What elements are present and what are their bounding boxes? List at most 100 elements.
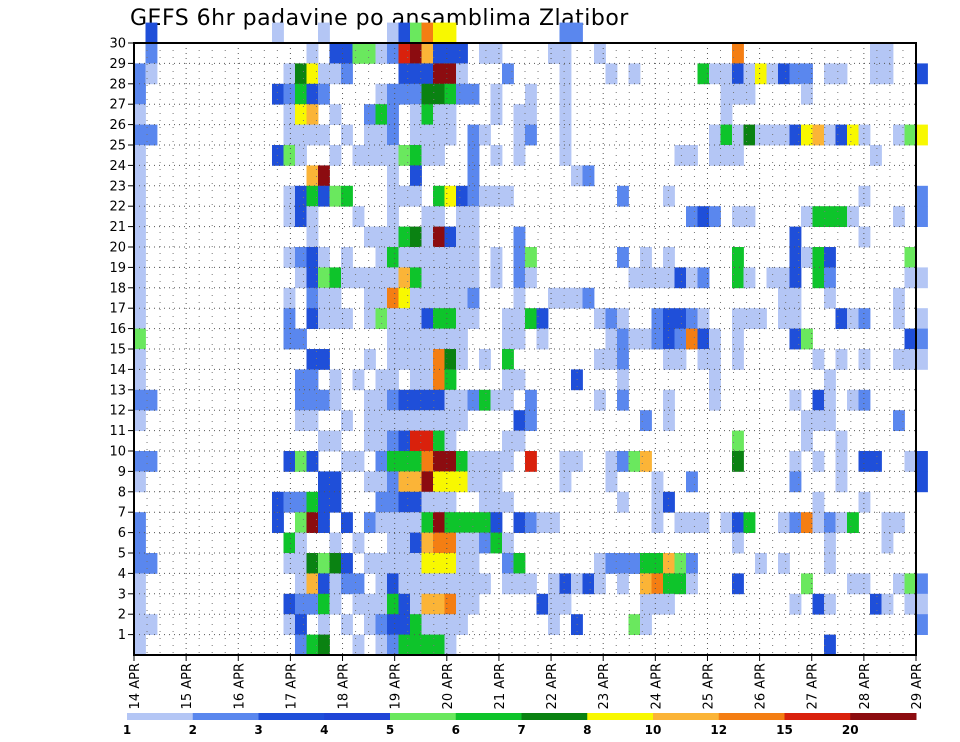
heatmap-cell	[364, 614, 376, 635]
heatmap-cell	[444, 573, 457, 595]
heatmap-cell	[444, 369, 457, 391]
heatmap-cell	[329, 553, 342, 574]
heatmap-cell	[375, 267, 388, 289]
heatmap-cell	[329, 267, 342, 289]
heatmap-cell	[364, 389, 376, 411]
heatmap-cell	[467, 553, 480, 574]
heatmap-cell	[904, 451, 917, 472]
heatmap-cell	[364, 593, 376, 615]
heatmap-cell	[364, 267, 376, 289]
heatmap-cell	[617, 553, 629, 574]
heatmap-cell	[513, 104, 526, 125]
heatmap-cell	[617, 185, 629, 207]
heatmap-cell	[916, 593, 928, 615]
heatmap-cell	[433, 206, 445, 227]
heatmap-cell	[306, 491, 319, 513]
heatmap-cell	[352, 145, 365, 166]
heatmap-cell	[858, 573, 871, 595]
colorbar-label: 12	[710, 723, 727, 737]
heatmap-cell	[375, 287, 388, 309]
heatmap-cell	[456, 410, 468, 431]
heatmap-cell	[743, 83, 756, 105]
heatmap-cell	[398, 308, 411, 329]
heatmap-cell	[571, 451, 583, 472]
heatmap-cell	[904, 247, 917, 268]
heatmap-cell	[766, 267, 779, 289]
heatmap-cell	[375, 451, 388, 472]
heatmap-cell	[295, 614, 307, 635]
heatmap-cell	[387, 614, 399, 635]
heatmap-cell	[467, 308, 480, 329]
heatmap-cell	[640, 451, 652, 472]
heatmap-cell	[272, 512, 284, 533]
heatmap-cell	[387, 247, 399, 268]
heatmap-cell	[525, 410, 537, 431]
heatmap-cell	[525, 308, 537, 329]
heatmap-cell	[295, 573, 307, 595]
colorbar-label: 6	[452, 723, 460, 737]
heatmap-cell	[835, 471, 848, 493]
heatmap-cell	[387, 369, 399, 391]
heatmap-cell	[352, 634, 365, 656]
heatmap-cell	[134, 124, 146, 146]
heatmap-cell	[295, 185, 307, 207]
heatmap-cell	[916, 451, 928, 472]
heatmap-cell	[525, 104, 537, 125]
heatmap-cell	[594, 553, 606, 574]
heatmap-cell	[835, 124, 848, 146]
heatmap-cell	[467, 451, 480, 472]
heatmap-cell	[651, 553, 664, 574]
heatmap-cell	[364, 410, 376, 431]
heatmap-cell	[456, 328, 468, 350]
heatmap-cell	[904, 328, 917, 350]
heatmap-cell	[329, 573, 342, 595]
heatmap-cell	[651, 491, 664, 513]
heatmap-cell	[801, 247, 813, 268]
heatmap-cell	[778, 267, 790, 289]
heatmap-cell	[295, 328, 307, 350]
heatmap-cell	[789, 593, 802, 615]
heatmap-cell	[318, 614, 330, 635]
heatmap-cell	[295, 104, 307, 125]
heatmap-cell	[513, 512, 526, 533]
heatmap-cell	[283, 308, 296, 329]
heatmap-cell	[134, 532, 146, 554]
heatmap-cell	[502, 491, 514, 513]
heatmap-cell	[617, 573, 629, 595]
heatmap-cell	[605, 471, 618, 493]
heatmap-cell	[375, 573, 388, 595]
heatmap-cell	[387, 145, 399, 166]
heatmap-cell	[525, 247, 537, 268]
heatmap-cell	[306, 287, 319, 309]
heatmap-cell	[640, 267, 652, 289]
heatmap-cell	[444, 634, 457, 656]
heatmap-cell	[536, 512, 549, 533]
y-tick-label: 15	[109, 343, 126, 358]
heatmap-cell	[881, 512, 894, 533]
heatmap-cell	[295, 267, 307, 289]
colorbar: 1 2 3 4 5 6 7 8 10 12 15 20	[123, 713, 917, 737]
heatmap-cell	[444, 247, 457, 268]
heatmap-cell	[364, 287, 376, 309]
heatmap-cell	[467, 124, 480, 146]
heatmap-cell	[398, 634, 411, 656]
x-tick-label: 17 APR	[284, 663, 299, 709]
heatmap-cell	[306, 553, 319, 574]
heatmap-cell	[145, 63, 158, 85]
heatmap-cell	[513, 247, 526, 268]
heatmap-cell	[341, 451, 353, 472]
heatmap-cell	[341, 308, 353, 329]
heatmap-cell	[789, 63, 802, 85]
heatmap-cell	[594, 308, 606, 329]
heatmap-cell	[421, 328, 434, 350]
heatmap-cell	[306, 369, 319, 391]
heatmap-cell	[824, 124, 836, 146]
heatmap-cell	[134, 185, 146, 207]
heatmap-cell	[502, 349, 514, 370]
heatmap-cell	[341, 267, 353, 289]
heatmap-cell	[398, 247, 411, 268]
heatmap-cell	[490, 247, 503, 268]
heatmap-cell	[801, 124, 813, 146]
heatmap-cell	[145, 22, 158, 44]
heatmap-cell	[283, 328, 296, 350]
